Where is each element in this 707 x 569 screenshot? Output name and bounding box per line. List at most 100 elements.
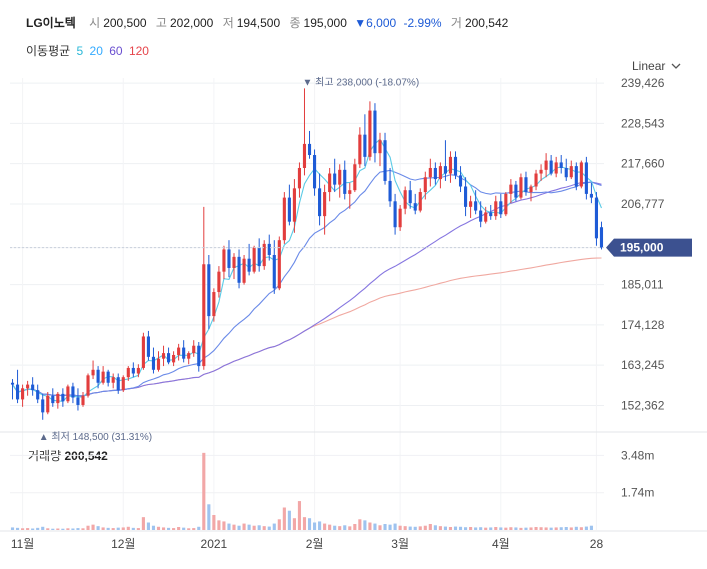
candle-body (10, 382, 15, 385)
volume-bar (262, 526, 266, 530)
candle-body (15, 384, 20, 400)
max-annotation: ▼ 최고 238,000 (-18.07%) (302, 76, 419, 88)
candle-body (212, 292, 216, 317)
volume-bar (403, 526, 407, 530)
candle-body (584, 162, 588, 194)
candle-body (539, 169, 543, 174)
candle-body (252, 247, 256, 272)
volume-bar (272, 523, 276, 530)
candle-body (333, 173, 337, 185)
volume-bar (187, 528, 191, 530)
candle-body (101, 371, 105, 383)
volume-bar (458, 526, 463, 530)
scale-selector[interactable]: Linear (632, 59, 681, 73)
candle-body (297, 167, 302, 189)
volume-bar (66, 528, 70, 530)
candle-body (131, 367, 135, 374)
volume-bar (121, 527, 125, 530)
volume-bar (549, 527, 553, 530)
scale-selector-label: Linear (632, 59, 666, 73)
candle-body (413, 203, 417, 211)
volume-bar (202, 452, 206, 530)
volume-bar (282, 507, 286, 530)
candle-body (484, 212, 488, 222)
volume-bar (393, 523, 397, 530)
volume-bar (267, 526, 271, 530)
volume-bar (247, 524, 251, 530)
ma60-line (12, 181, 602, 397)
candle-body (177, 347, 181, 355)
volume-bar (46, 528, 50, 530)
candle-body (141, 336, 145, 368)
volume-bar (579, 527, 583, 530)
candle-body (373, 110, 377, 154)
candle-body (554, 162, 558, 174)
volume-bar (61, 528, 65, 530)
candle-body (489, 212, 493, 217)
volume-bar (363, 520, 367, 530)
ma-60: 60 (109, 44, 123, 58)
volume-bar (514, 527, 518, 530)
candle-body (529, 186, 533, 193)
price-tick-label: 217,660 (621, 157, 665, 171)
volume-bar (297, 501, 302, 530)
volume-bar (76, 528, 80, 530)
candle-body (222, 249, 226, 272)
volume-bar (368, 522, 372, 530)
change-percent: -2.99% (403, 16, 442, 30)
candle-body (257, 247, 261, 267)
candle-body (443, 166, 447, 174)
x-tick-label: 11월 (11, 537, 35, 551)
volume-bar (333, 525, 337, 530)
volume-panel-label: 거래량 (28, 449, 62, 463)
volume-bar (182, 527, 186, 530)
volume-bar (161, 527, 166, 530)
x-tick-label: 3월 (391, 537, 409, 551)
volume-bar (257, 525, 261, 530)
candle-body (161, 353, 166, 359)
volume-bar (348, 526, 352, 530)
volume-bar (544, 527, 548, 530)
volume-panel-value: 200,542 (64, 449, 108, 463)
volume-bar (428, 524, 432, 530)
volume-bar (338, 526, 342, 530)
candle-body (559, 162, 563, 168)
candle-body (187, 353, 191, 359)
volume-bar (242, 523, 246, 530)
volume-bar (156, 526, 161, 530)
candle-body (106, 371, 110, 383)
candle-body (167, 353, 171, 363)
volume-bar (71, 528, 75, 530)
volume-bar (31, 528, 35, 530)
candle-body (267, 243, 271, 255)
volume-bar (388, 524, 392, 530)
volume-bar (10, 527, 15, 530)
candle-body (96, 369, 100, 383)
volume-value: 200,542 (464, 16, 509, 30)
moving-average-legend: 이동평균 5 20 60 120 (26, 42, 152, 59)
high-value: 202,000 (169, 16, 214, 30)
volume-bar (418, 526, 422, 530)
x-tick-label: 4월 (492, 537, 510, 551)
candle-body (348, 190, 352, 194)
candle-body (66, 386, 70, 402)
volume-bar (589, 525, 593, 530)
volume-bar (489, 527, 493, 530)
volume-bar (413, 526, 417, 530)
candle-body (86, 375, 90, 396)
chevron-down-icon (671, 63, 681, 69)
volume-bar (232, 524, 236, 530)
volume-bar (227, 523, 231, 530)
candle-body (519, 177, 523, 198)
candle-body (287, 197, 291, 222)
candle-body (146, 336, 150, 357)
volume-bar (177, 527, 181, 530)
volume-bar (559, 527, 563, 530)
volume-bar (51, 528, 55, 530)
candle-body (302, 143, 307, 168)
candle-body (232, 256, 236, 268)
price-tick-label: 239,426 (621, 76, 665, 90)
candle-body (368, 110, 372, 157)
candle-body (569, 166, 573, 178)
